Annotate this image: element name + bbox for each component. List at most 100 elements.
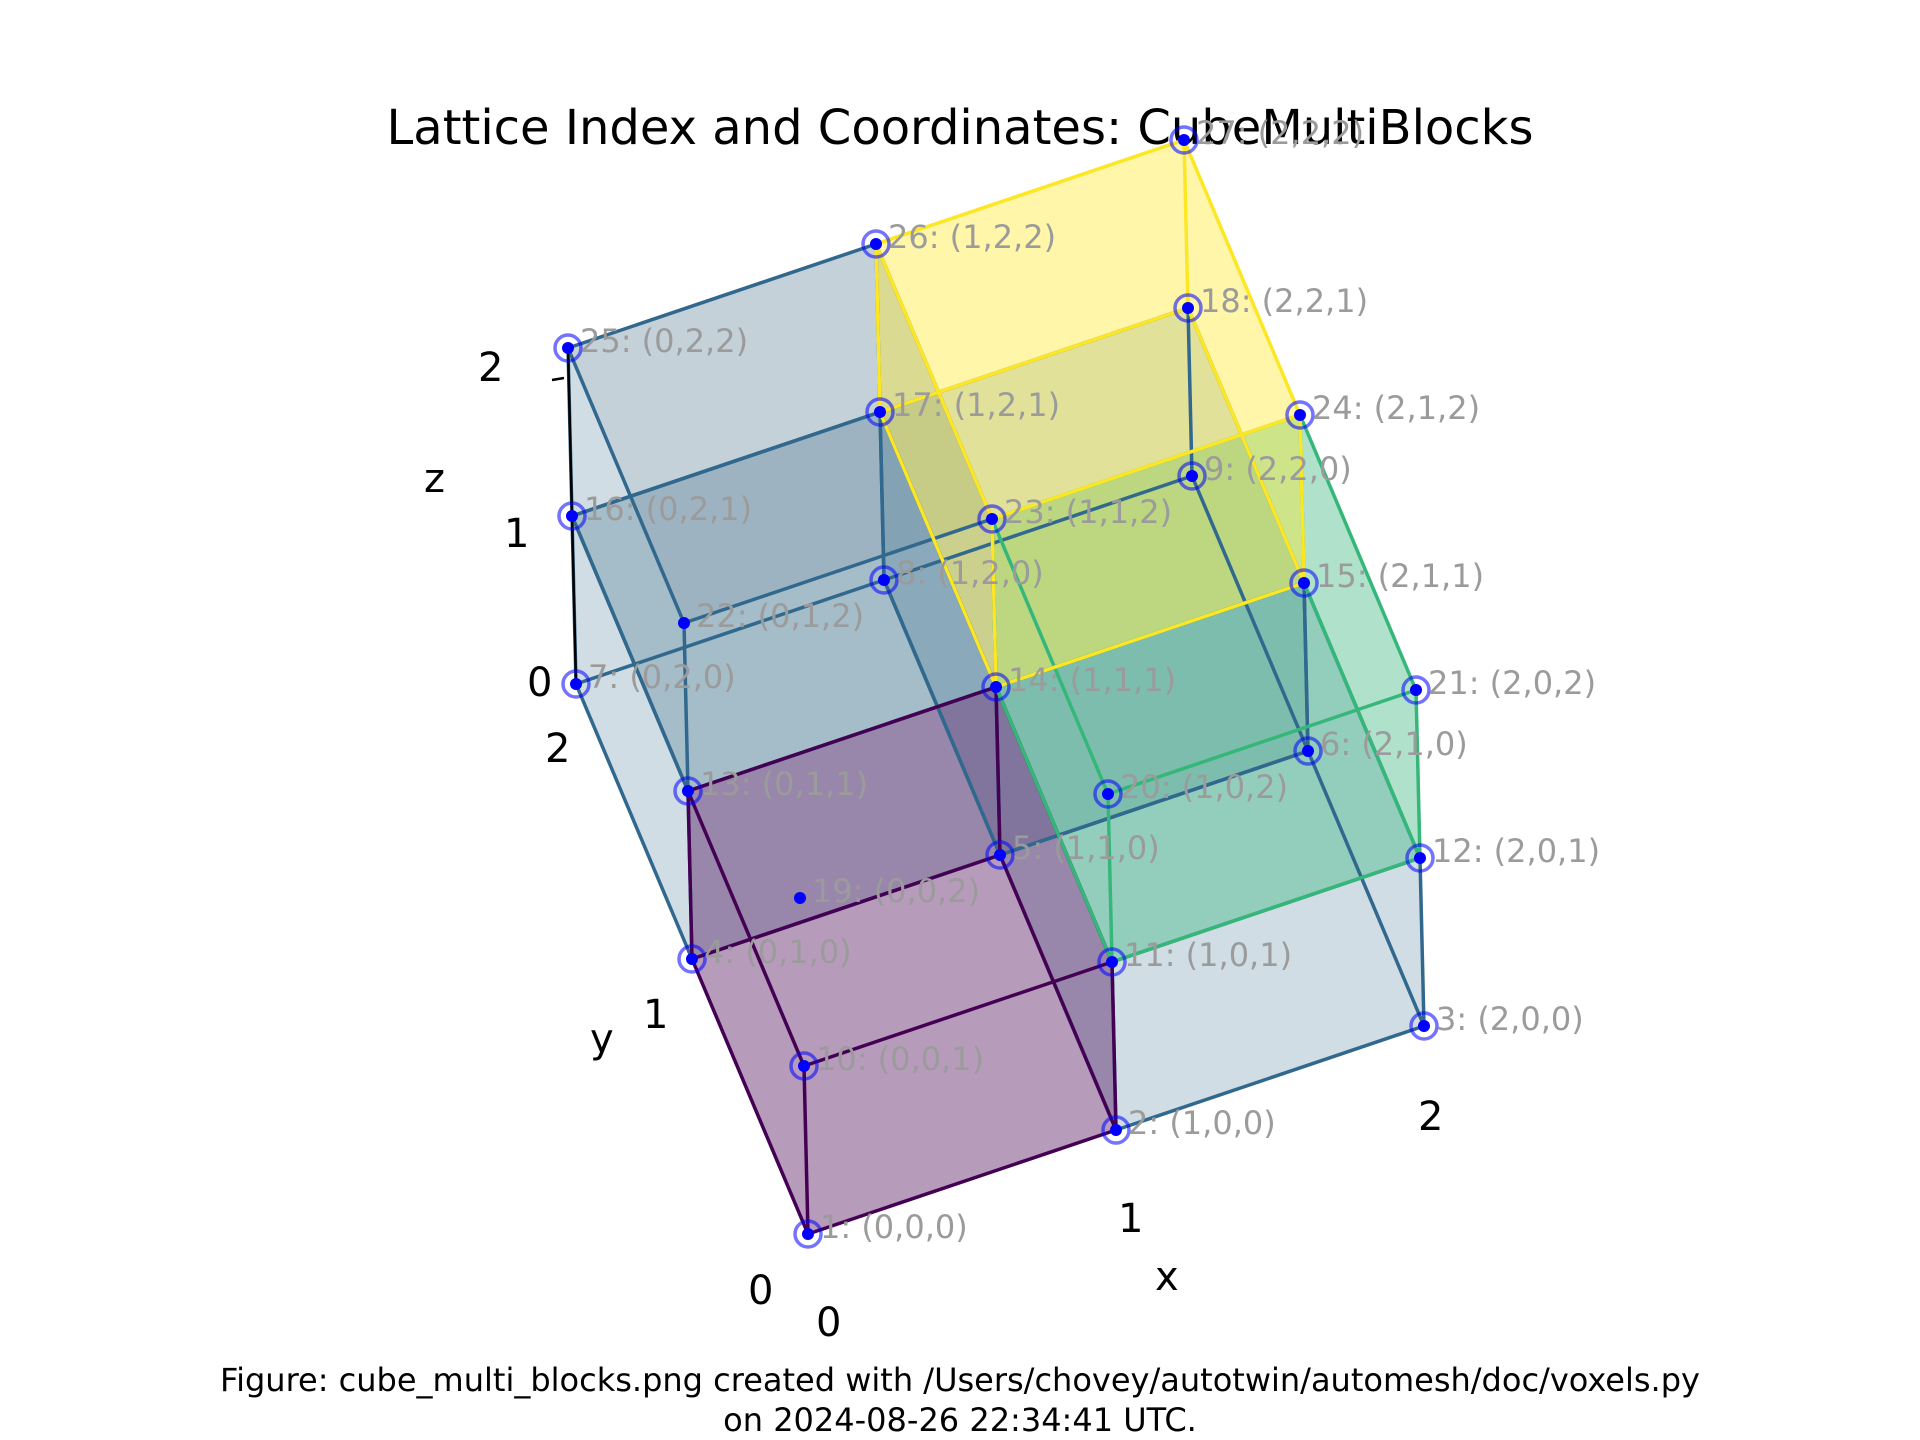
y-tick-0: 0 [748, 1268, 773, 1314]
node-dot [562, 342, 574, 354]
cell-110-face-4 [880, 412, 1000, 855]
node-ring [789, 1051, 819, 1081]
cell-100-face-3 [996, 583, 1308, 855]
node-label: 26: (1,2,2) [888, 218, 1056, 256]
cell-011-edge-2 [683, 517, 993, 625]
node-dot [1178, 134, 1190, 146]
block-2-edge-7 [1182, 139, 1302, 416]
block-2-edge-3 [875, 138, 1185, 246]
block-0-face-4 [688, 791, 808, 1234]
node-label: 23: (1,1,2) [1004, 493, 1172, 531]
node-label: 10: (0,0,1) [816, 1040, 984, 1078]
node-ring [861, 229, 891, 259]
block-1-edge-0 [1111, 856, 1421, 964]
node-dot [794, 892, 806, 904]
block-1-edge-2 [1107, 688, 1417, 796]
node-ring [1293, 736, 1323, 766]
cell-011-edge-6 [566, 347, 686, 624]
node-label: 18: (2,2,1) [1200, 282, 1368, 320]
x-tick-2: 2 [1418, 1094, 1443, 1140]
cell-110-edge-1 [883, 474, 1193, 582]
node-ring [985, 840, 1015, 870]
block-0-face-1 [688, 687, 1112, 1066]
node-label: 11: (1,0,1) [1124, 936, 1292, 974]
node-dot [678, 617, 690, 629]
z-tick-0: 0 [527, 660, 552, 706]
node-label: 4: (0,1,0) [704, 933, 852, 971]
block-0-edge-10 [686, 790, 694, 960]
cell-011-face-1 [568, 244, 992, 623]
node-dot [990, 681, 1002, 693]
block-1-edge-6 [990, 518, 1110, 795]
node-label: 27: (2,2,2) [1196, 114, 1364, 152]
cell-110-face-2 [996, 583, 1308, 855]
cell-011-face-0 [572, 412, 996, 791]
block-0-edge-9 [1110, 961, 1118, 1131]
block-2-edge-6 [874, 243, 994, 520]
node-dot [1106, 956, 1118, 968]
block-2-edge-9 [1298, 414, 1306, 584]
cell-110-face-5 [1188, 308, 1308, 751]
node-label: 24: (2,1,2) [1312, 389, 1480, 427]
node-dot [994, 849, 1006, 861]
node-label: 15: (2,1,1) [1316, 557, 1484, 595]
node-ring [1169, 125, 1199, 155]
block-2-face-1 [876, 140, 1300, 519]
block-1-face-1 [992, 415, 1416, 794]
node-dot [874, 406, 886, 418]
cell-010-face-1 [572, 412, 996, 791]
node-label: 1: (0,0,0) [820, 1208, 968, 1246]
x-axis-label: x [1155, 1254, 1179, 1300]
node-label: 7: (0,2,0) [588, 658, 736, 696]
block-2-face-4 [876, 244, 996, 687]
block-2-edge-11 [1182, 139, 1190, 309]
z-tick-2: 2 [478, 345, 503, 391]
node-dot [1110, 1124, 1122, 1136]
node-label: 12: (2,0,1) [1432, 832, 1600, 870]
node-dot [1182, 302, 1194, 314]
block-0-edge-6 [686, 790, 806, 1067]
block-0-face-3 [688, 687, 1000, 959]
cell-110-edge-5 [1190, 475, 1310, 752]
cell-100-face-2 [1112, 858, 1424, 1130]
block-2-face-3 [876, 140, 1188, 412]
node-ring [1285, 400, 1315, 430]
node-dot [870, 238, 882, 250]
block-0-face-2 [804, 962, 1116, 1234]
cell-011-edge-1 [571, 410, 881, 518]
node-dot [802, 1228, 814, 1240]
node-label: 16: (0,2,1) [584, 490, 752, 528]
node-ring [865, 397, 895, 427]
block-1-edge-8 [1106, 793, 1114, 963]
block-1-edge-7 [1298, 414, 1418, 691]
block-0-face-0 [692, 855, 1116, 1234]
block-1-edge-4 [994, 686, 1114, 963]
node-ring [1097, 947, 1127, 977]
block-0-edge-3 [687, 685, 997, 793]
node-label: 5: (1,1,0) [1012, 829, 1160, 867]
figure-caption: Figure: cube_multi_blocks.png created wi… [0, 1360, 1920, 1440]
node-dot [1294, 409, 1306, 421]
node-dot [1186, 470, 1198, 482]
cell-100-face-5 [1304, 583, 1424, 1026]
block-0-edge-1 [691, 853, 1001, 961]
cell-011-face-4 [568, 348, 688, 791]
z-tick-1: 1 [504, 511, 529, 557]
cell-010-face-0 [576, 580, 1000, 959]
node-label: 21: (2,0,2) [1428, 664, 1596, 702]
cell-010-face-2 [688, 687, 1000, 959]
node-dot [1102, 788, 1114, 800]
cell-010-edge-4 [574, 683, 694, 960]
block-1-face-2 [1108, 690, 1420, 962]
node-label: 3: (2,0,0) [1436, 1000, 1584, 1038]
node-ring [981, 672, 1011, 702]
node-ring [677, 944, 707, 974]
node-dot [878, 574, 890, 586]
voxel-faces [568, 140, 1424, 1234]
node-label: 6: (2,1,0) [1320, 725, 1468, 763]
block-0-face-5 [996, 687, 1116, 1130]
lattice-nodes [553, 125, 1439, 1249]
block-1-edge-5 [1302, 582, 1422, 859]
block-1-face-0 [996, 583, 1420, 962]
